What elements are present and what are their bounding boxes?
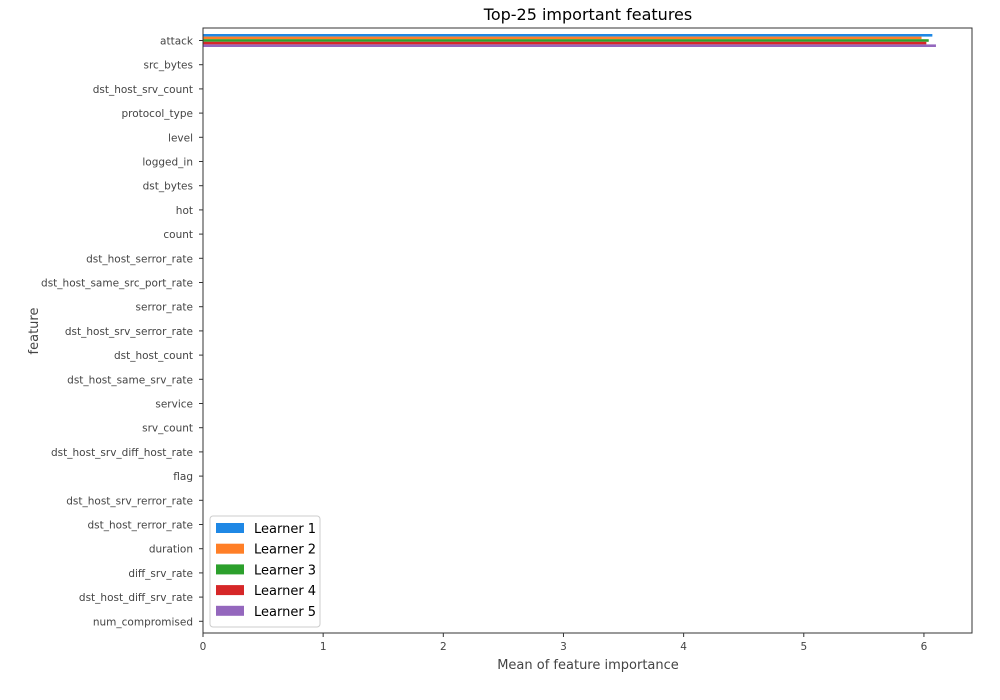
x-axis: 0 1 2 3 4 5 6 xyxy=(200,633,928,653)
bar-attack-learner-5 xyxy=(203,44,936,47)
y-tick-label: duration xyxy=(149,544,193,556)
legend-swatch-learner-2 xyxy=(216,543,244,554)
y-tick-label: dst_host_diff_srv_rate xyxy=(79,592,193,604)
legend: Learner 1 Learner 2 Learner 3 Learner 4 Lear… xyxy=(209,515,321,628)
bars-group xyxy=(203,34,936,47)
x-axis-label: Mean of feature importance xyxy=(497,658,679,673)
legend-label-learner-2: Learner 2 xyxy=(254,543,316,558)
y-tick-label: flag xyxy=(173,471,193,483)
legend-swatch-learner-3 xyxy=(216,564,244,575)
y-tick-label: count xyxy=(163,229,193,241)
y-tick-label: dst_host_srv_serror_rate xyxy=(65,326,193,338)
bar-attack-learner-4 xyxy=(203,41,927,45)
y-axis: attack src_bytes dst_host_srv_countprotoco… xyxy=(41,36,203,628)
legend-swatch-learner-5 xyxy=(216,605,244,616)
legend-label-learner-3: Learner 3 xyxy=(254,563,316,578)
legend-label-learner-5: Learner 5 xyxy=(254,605,316,620)
x-tick-label: 3 xyxy=(560,641,567,653)
x-tick-label: 2 xyxy=(440,641,447,653)
legend-swatch-learner-4 xyxy=(216,585,244,596)
y-tick-label: dst_host_srv_count xyxy=(93,84,193,96)
bar-attack-learner-3 xyxy=(203,39,929,42)
y-tick-label: diff_srv_rate xyxy=(128,568,193,580)
y-tick-label: dst_host_srv_diff_host_rate xyxy=(51,447,193,459)
y-tick-label: service xyxy=(155,399,193,411)
y-tick-label: dst_host_same_srv_rate xyxy=(67,374,193,386)
y-tick-label: dst_host_count xyxy=(114,350,193,362)
x-tick-label: 5 xyxy=(800,641,807,653)
x-tick-label: 4 xyxy=(680,641,687,653)
y-tick-label: dst_host_rerror_rate xyxy=(87,520,193,532)
bar-attack-learner-1 xyxy=(203,34,933,37)
y-tick-label: logged_in xyxy=(142,157,193,169)
y-tick-label: src_bytes xyxy=(143,60,193,72)
y-tick-label: level xyxy=(168,132,193,144)
x-tick-label: 6 xyxy=(921,641,928,653)
y-tick-label: dst_host_serror_rate xyxy=(86,253,193,265)
y-tick-label: srv_count xyxy=(142,423,193,435)
y-tick-label: serror_rate xyxy=(136,302,193,314)
y-tick-label: hot xyxy=(176,205,193,217)
y-tick-label: dst_host_same_src_port_rate xyxy=(41,278,193,290)
legend-label-learner-1: Learner 1 xyxy=(254,522,316,537)
y-tick-label: num_compromised xyxy=(93,616,193,628)
y-axis-label: feature xyxy=(27,308,42,355)
y-tick-label: attack xyxy=(160,36,194,48)
y-tick-label: protocol_type xyxy=(121,108,193,120)
bar-attack-learner-2 xyxy=(203,36,922,40)
y-tick-label: dst_host_srv_rerror_rate xyxy=(66,495,193,507)
x-tick-label: 1 xyxy=(320,641,327,653)
legend-swatch-learner-1 xyxy=(216,523,244,533)
chart-title: Top-25 important features xyxy=(483,5,692,24)
x-tick-label: 0 xyxy=(200,641,207,653)
y-tick-label: dst_bytes xyxy=(143,181,193,193)
legend-label-learner-4: Learner 4 xyxy=(254,584,316,599)
